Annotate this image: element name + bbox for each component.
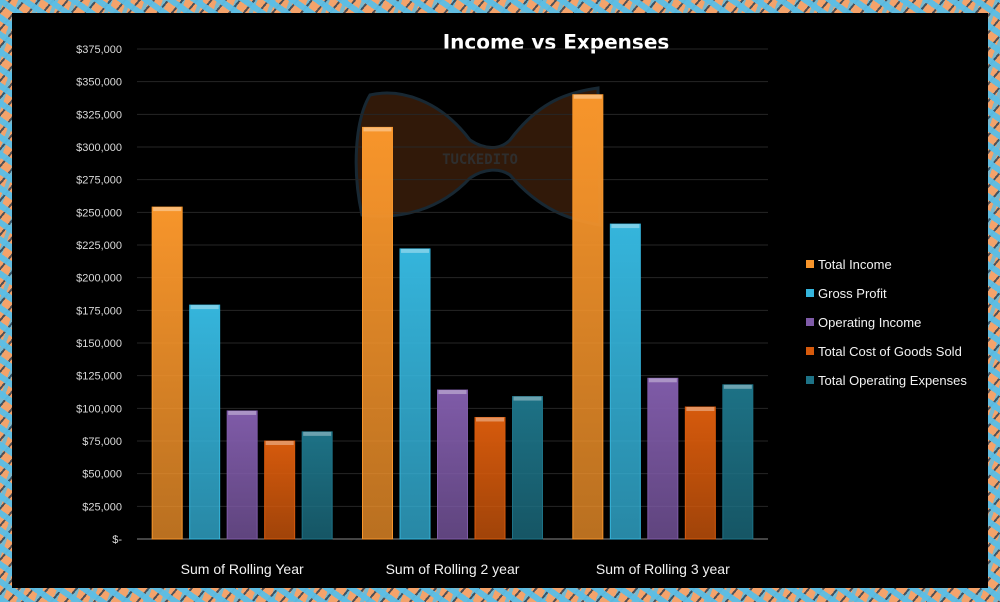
bar-highlight (513, 396, 542, 401)
bar-total-cost-of-goods-sold (264, 440, 296, 540)
bar-total-income (362, 126, 393, 540)
bar-total-income (151, 206, 183, 540)
bar-highlight (723, 384, 752, 389)
y-tick-label: $375,000 (76, 44, 122, 56)
y-tick-label: $175,000 (76, 305, 122, 317)
legend-swatch (806, 260, 814, 268)
bar-total-cost-of-goods-sold (684, 406, 716, 540)
bar-operating-income (226, 410, 258, 540)
bar-highlight (611, 224, 640, 229)
bar-gross-profit (189, 304, 221, 540)
bar-highlight (648, 378, 677, 383)
bar-total-income (572, 94, 604, 540)
bar-highlight (265, 441, 294, 445)
y-tick-label: $75,000 (82, 436, 122, 448)
chart-title: Income vs Expenses (443, 30, 670, 54)
bar-operating-income (647, 377, 679, 540)
bar-highlight (686, 407, 715, 412)
legend-swatch (806, 376, 814, 384)
legend-swatch (806, 318, 814, 326)
bar-operating-income (437, 389, 468, 540)
y-tick-label: $300,000 (76, 142, 122, 154)
bar-total-operating-expenses (722, 384, 754, 540)
y-tick-label: $- (112, 534, 122, 546)
bar-gross-profit (399, 248, 431, 540)
bar-highlight (363, 127, 392, 132)
legend-label: Operating Income (818, 315, 921, 330)
legend-label: Total Income (818, 257, 892, 272)
x-category-label: Sum of Rolling Year (181, 561, 304, 577)
y-tick-label: $50,000 (82, 469, 122, 481)
y-tick-label: $225,000 (76, 240, 122, 252)
bar-highlight (303, 431, 332, 436)
watermark-text: TUCKEDITO (442, 152, 518, 168)
bar-highlight (228, 410, 257, 415)
y-tick-label: $350,000 (76, 77, 122, 89)
x-category-label: Sum of Rolling 3 year (596, 561, 730, 577)
legend-label: Total Operating Expenses (818, 373, 967, 388)
legend-label: Total Cost of Goods Sold (818, 344, 962, 359)
bar-highlight (438, 390, 467, 395)
legend-swatch (806, 347, 814, 355)
y-tick-label: $325,000 (76, 109, 122, 121)
bar-highlight (190, 305, 219, 310)
bar-total-operating-expenses (301, 431, 333, 540)
bar-highlight (153, 207, 182, 212)
y-tick-label: $100,000 (76, 403, 122, 415)
y-tick-label: $275,000 (76, 175, 122, 187)
bar-total-cost-of-goods-sold (474, 416, 506, 540)
y-tick-label: $200,000 (76, 273, 122, 285)
bar-highlight (573, 94, 602, 99)
y-tick-label: $125,000 (76, 371, 122, 383)
y-tick-label: $250,000 (76, 207, 122, 219)
legend-swatch (806, 289, 814, 297)
bar-total-operating-expenses (512, 396, 543, 540)
legend-label: Gross Profit (818, 286, 887, 301)
bar-highlight (401, 248, 429, 253)
bar-highlight (476, 417, 504, 422)
y-tick-label: $25,000 (82, 501, 122, 513)
x-category-label: Sum of Rolling 2 year (386, 561, 520, 577)
bar-gross-profit (609, 223, 641, 540)
y-tick-label: $150,000 (76, 338, 122, 350)
